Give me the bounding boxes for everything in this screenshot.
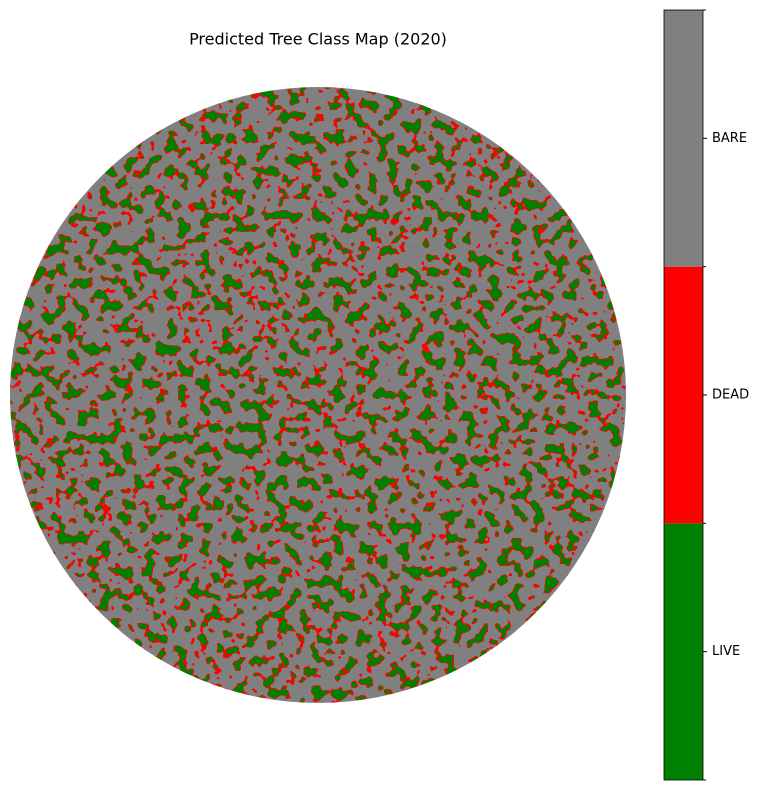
- colorbar-segment: [664, 523, 703, 780]
- colorbar-label: DEAD: [712, 388, 749, 403]
- colorbar-segment: [664, 266, 703, 524]
- map: [10, 87, 626, 703]
- colorbar-label: BARE: [712, 131, 747, 146]
- colorbar: LIVE DEAD BARE: [663, 9, 749, 781]
- chart-title: Predicted Tree Class Map (2020): [189, 30, 447, 49]
- colorbar-frame: [663, 9, 704, 781]
- colorbar-segment: [664, 10, 703, 267]
- colorbar-label: LIVE: [712, 644, 740, 659]
- raster: [10, 87, 626, 703]
